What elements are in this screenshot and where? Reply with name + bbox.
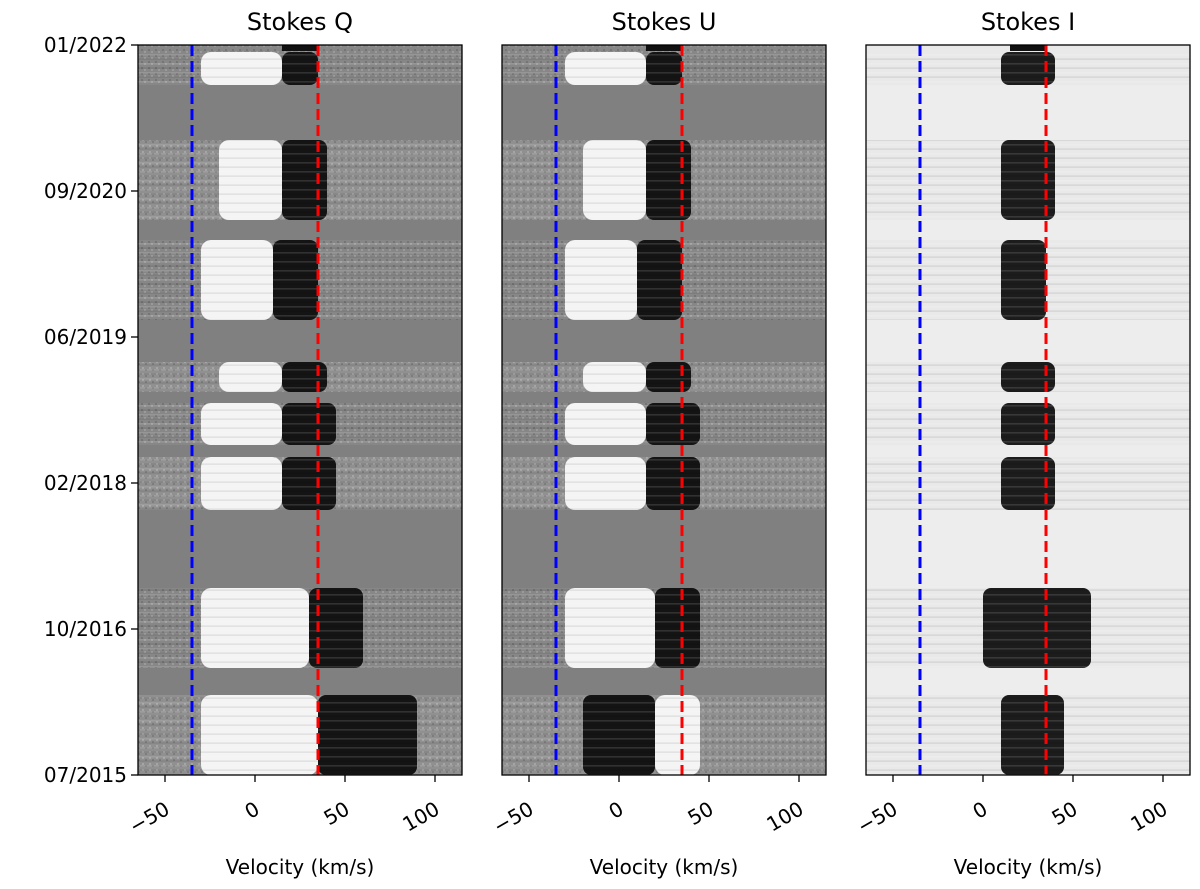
y-tick-label: 09/2020 (44, 179, 127, 203)
y-tick-label: 01/2022 (44, 33, 127, 57)
x-axis-label: Velocity (km/s) (954, 855, 1103, 879)
row-stripes (502, 240, 826, 320)
row-stripes (138, 403, 462, 445)
top-edge-feature (1010, 45, 1046, 51)
row-stripes (138, 52, 462, 85)
x-tick-label: 50 (1047, 797, 1081, 831)
x-tick-label: 100 (762, 797, 807, 837)
row-stripes (866, 457, 1190, 510)
x-tick-label: 0 (240, 797, 263, 824)
x-tick-label: −50 (125, 797, 174, 839)
heatmap-image (866, 45, 1190, 775)
row-stripes (866, 140, 1190, 220)
x-axis-label: Velocity (km/s) (590, 855, 739, 879)
stokes-q-panel: Stokes Q −50 0 50 100 Velocity (km/s) 01/2022 0… (44, 8, 463, 879)
row-stripes (502, 457, 826, 510)
row-stripes (138, 695, 462, 775)
row-stripes (502, 362, 826, 392)
row-stripes (138, 140, 462, 220)
panel-title: Stokes I (981, 8, 1075, 36)
row-stripes (866, 695, 1190, 775)
y-tick-label: 07/2015 (44, 763, 127, 787)
row-stripes (502, 140, 826, 220)
y-tick-label: 06/2019 (44, 325, 127, 349)
x-tick-label: 50 (319, 797, 353, 831)
x-tick-label: 100 (1126, 797, 1171, 837)
top-edge-feature (646, 45, 682, 51)
panel-title: Stokes Q (247, 8, 353, 36)
row-stripes (138, 362, 462, 392)
heatmap-image (502, 45, 826, 775)
y-tick-label: 02/2018 (44, 471, 127, 495)
row-stripes (138, 457, 462, 510)
row-stripes (866, 52, 1190, 85)
row-stripes (502, 588, 826, 668)
y-tick-label: 10/2016 (44, 617, 127, 641)
x-tick-label: −50 (489, 797, 538, 839)
axes-frame (501, 44, 827, 776)
row-stripes (502, 695, 826, 775)
row-stripes (866, 362, 1190, 392)
row-stripes (866, 240, 1190, 320)
top-edge-feature (282, 45, 318, 51)
x-tick-label: 0 (604, 797, 627, 824)
row-stripes (866, 588, 1190, 668)
row-stripes (502, 52, 826, 85)
axes-frame (137, 44, 463, 776)
panel-title: Stokes U (612, 8, 717, 36)
x-tick-label: 50 (683, 797, 717, 831)
x-tick-label: −50 (853, 797, 902, 839)
row-stripes (866, 403, 1190, 445)
heatmap-image (138, 45, 462, 775)
stokes-i-panel: Stokes I −50 0 50 100 Velocity (km/s) (853, 8, 1191, 879)
row-stripes (138, 240, 462, 320)
x-tick-label: 100 (398, 797, 443, 837)
stokes-u-panel: Stokes U −50 0 50 100 Velocity (km/s) (489, 8, 827, 879)
x-tick-label: 0 (968, 797, 991, 824)
axes-frame (865, 44, 1191, 776)
x-axis-label: Velocity (km/s) (226, 855, 375, 879)
row-stripes (138, 588, 462, 668)
row-stripes (502, 403, 826, 445)
